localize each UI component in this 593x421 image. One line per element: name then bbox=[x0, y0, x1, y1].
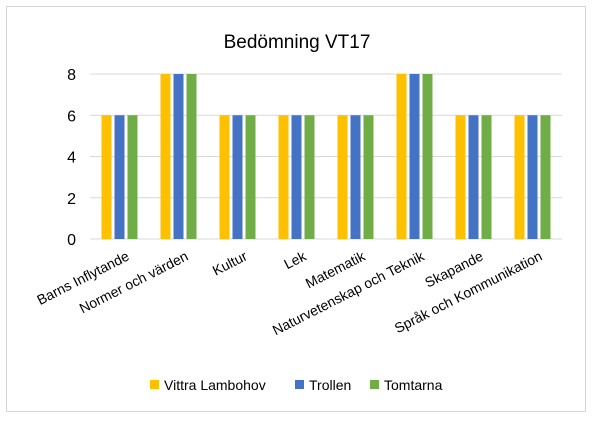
y-tick-label: 6 bbox=[67, 108, 76, 125]
bar bbox=[337, 115, 348, 239]
legend-label: Trollen bbox=[309, 377, 351, 393]
legend: Vittra Lambohov Trollen Tomtarna bbox=[150, 377, 443, 393]
bar bbox=[232, 115, 243, 239]
bar bbox=[219, 115, 230, 239]
chart-title: Bedömning VT17 bbox=[224, 32, 371, 53]
y-tick-label: 4 bbox=[67, 150, 76, 167]
bar bbox=[540, 115, 551, 239]
bar bbox=[527, 115, 538, 239]
x-tick-label: Kultur bbox=[210, 248, 250, 279]
bars bbox=[101, 74, 551, 239]
y-axis-ticks: 0 2 4 6 8 bbox=[67, 67, 76, 249]
x-tick-label: Lek bbox=[281, 247, 309, 272]
bar bbox=[291, 115, 302, 239]
bar bbox=[468, 115, 479, 239]
bar bbox=[127, 115, 138, 239]
x-tick-label: Normer och värden bbox=[77, 248, 191, 317]
legend-label: Tomtarna bbox=[384, 377, 443, 393]
bar bbox=[455, 115, 466, 239]
legend-swatch bbox=[370, 380, 379, 389]
bar bbox=[409, 74, 420, 239]
bar bbox=[160, 74, 171, 239]
bar bbox=[173, 74, 184, 239]
bar bbox=[101, 115, 112, 239]
y-tick-label: 0 bbox=[67, 232, 76, 249]
bar bbox=[481, 115, 492, 239]
legend-swatch bbox=[150, 380, 159, 389]
y-tick-label: 2 bbox=[67, 191, 76, 208]
legend-swatch bbox=[295, 380, 304, 389]
bar bbox=[514, 115, 525, 239]
bar bbox=[186, 74, 197, 239]
bar bbox=[363, 115, 374, 239]
y-tick-label: 8 bbox=[67, 67, 76, 84]
bar bbox=[245, 115, 256, 239]
bar bbox=[396, 74, 407, 239]
legend-label: Vittra Lambohov bbox=[164, 377, 266, 393]
bar bbox=[278, 115, 289, 239]
bar bbox=[304, 115, 315, 239]
bar bbox=[422, 74, 433, 239]
bar bbox=[114, 115, 125, 239]
bar bbox=[350, 115, 361, 239]
